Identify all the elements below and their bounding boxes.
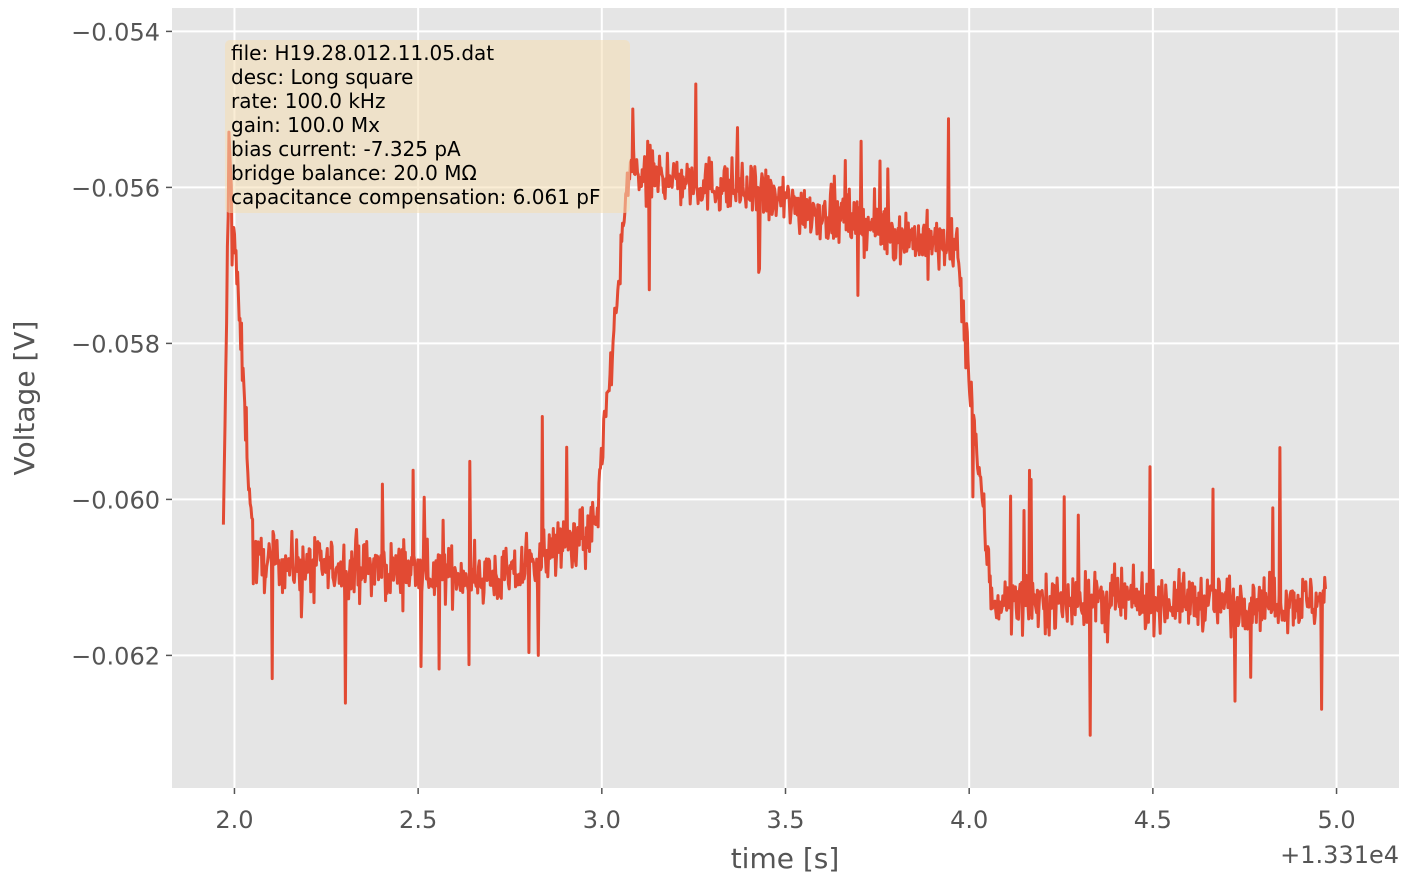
annotation-box: file: H19.28.012.11.05.dat desc: Long sq… xyxy=(225,40,630,213)
annotation-line: capacitance compensation: 6.061 pF xyxy=(231,185,600,209)
voltage-series-line xyxy=(221,82,1327,737)
annotation-line: bias current: -7.325 pA xyxy=(231,137,461,161)
annotation-background xyxy=(225,40,630,213)
annotation-line: rate: 100.0 kHz xyxy=(231,89,385,113)
y-tick-labels: −0.054 −0.056 −0.058 −0.060 −0.062 xyxy=(71,18,160,670)
y-tick-label: −0.054 xyxy=(71,18,160,46)
y-axis-label: Voltage [V] xyxy=(8,321,41,476)
y-tick-label: −0.058 xyxy=(71,330,160,358)
x-tick-label: 4.0 xyxy=(950,806,988,834)
annotation-line: bridge balance: 20.0 MΩ xyxy=(231,161,477,185)
y-gridlines xyxy=(166,30,1399,657)
x-tick-label: 3.0 xyxy=(583,806,621,834)
x-tick-label: 4.5 xyxy=(1134,806,1172,834)
y-tick-label: −0.060 xyxy=(71,486,160,514)
annotation-line: gain: 100.0 Mx xyxy=(231,113,380,137)
x-axis-label: time [s] xyxy=(731,842,840,875)
x-tick-label: 2.5 xyxy=(399,806,437,834)
x-tick-label: 2.0 xyxy=(215,806,253,834)
y-tick-label: −0.056 xyxy=(71,174,160,202)
x-tick-labels: 2.0 2.5 3.0 3.5 4.0 4.5 5.0 xyxy=(215,806,1355,834)
y-tick-label: −0.062 xyxy=(71,642,160,670)
annotation-line: desc: Long square xyxy=(231,65,413,89)
x-tick-label: 3.5 xyxy=(766,806,804,834)
annotation-line: file: H19.28.012.11.05.dat xyxy=(231,41,494,65)
x-tick-label: 5.0 xyxy=(1317,806,1355,834)
x-offset-label: +1.331e4 xyxy=(1280,841,1399,869)
series-layer xyxy=(221,82,1327,737)
